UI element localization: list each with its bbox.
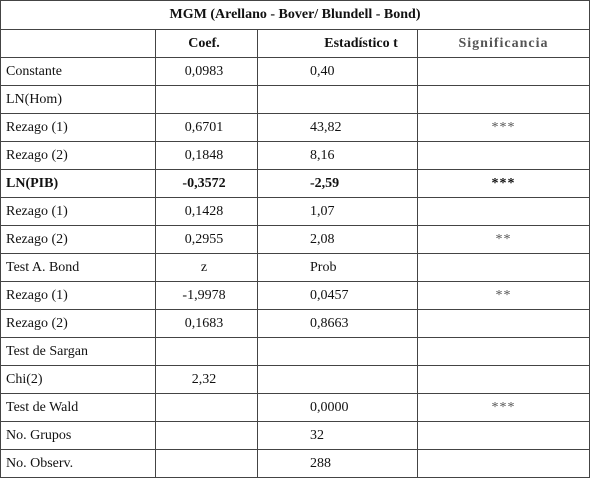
table-cell: 0,2955 xyxy=(155,225,258,254)
table-cell: z xyxy=(155,253,258,282)
table-cell xyxy=(155,393,258,422)
table-row: No. Observ. 288 xyxy=(0,449,590,478)
table-cell xyxy=(416,309,590,338)
table-cell: 0,0983 xyxy=(155,57,258,86)
table-cell: Estadístico t xyxy=(257,29,418,58)
table-cell: 0,40 xyxy=(257,57,418,86)
table-cell: 2,32 xyxy=(155,365,258,394)
table-row: Rezago (1) 0,1428 1,07 xyxy=(0,197,590,226)
table-cell xyxy=(416,253,590,282)
table-cell xyxy=(416,57,590,86)
table-cell: *** xyxy=(416,393,590,422)
table-cell: *** xyxy=(416,169,590,198)
table-row: Test de Wald 0,0000 *** xyxy=(0,393,590,422)
table-cell: 8,16 xyxy=(257,141,418,170)
table-row: LN(Hom) xyxy=(0,85,590,114)
table-cell xyxy=(155,421,258,450)
table-row: Rezago (2) 0,1848 8,16 xyxy=(0,141,590,170)
table-row: Rezago (2) 0,2955 2,08 ** xyxy=(0,225,590,254)
table-cell: 0,8663 xyxy=(257,309,418,338)
table-cell: -0,3572 xyxy=(155,169,258,198)
table-cell: Significancia xyxy=(416,29,590,58)
table-cell: Rezago (2) xyxy=(0,225,156,254)
table-cell: Test A. Bond xyxy=(0,253,156,282)
table-cell xyxy=(257,365,418,394)
table-cell: 0,6701 xyxy=(155,113,258,142)
table-cell xyxy=(257,337,418,366)
table-cell: LN(Hom) xyxy=(0,85,156,114)
table-cell: ** xyxy=(416,281,590,310)
table-cell: 1,07 xyxy=(257,197,418,226)
table-row: Chi(2) 2,32 xyxy=(0,365,590,394)
table-cell xyxy=(416,141,590,170)
table-cell xyxy=(416,85,590,114)
table-cell xyxy=(155,337,258,366)
table-cell: 0,1848 xyxy=(155,141,258,170)
table-row: No. Grupos 32 xyxy=(0,421,590,450)
table-cell: 43,82 xyxy=(257,113,418,142)
table-cell: *** xyxy=(416,113,590,142)
table-cell: -1,9978 xyxy=(155,281,258,310)
table-cell xyxy=(416,197,590,226)
table-row: Rezago (1) -1,9978 0,0457 ** xyxy=(0,281,590,310)
table-cell: 0,1683 xyxy=(155,309,258,338)
table-cell: Prob xyxy=(257,253,418,282)
table-cell: ** xyxy=(416,225,590,254)
table-cell: Rezago (2) xyxy=(0,141,156,170)
table-cell: Constante xyxy=(0,57,156,86)
table-cell: LN(PIB) xyxy=(0,169,156,198)
table-cell xyxy=(416,449,590,478)
table-cell xyxy=(416,365,590,394)
title-row: MGM (Arellano - Bover/ Blundell - Bond) xyxy=(0,0,590,30)
table-row: Test de Sargan xyxy=(0,337,590,366)
table-cell: No. Observ. xyxy=(0,449,156,478)
table-cell xyxy=(257,85,418,114)
table-cell: Rezago (1) xyxy=(0,281,156,310)
table-row: Constante 0,0983 0,40 xyxy=(0,57,590,86)
table-cell: -2,59 xyxy=(257,169,418,198)
table-cell xyxy=(416,421,590,450)
table-cell: 0,1428 xyxy=(155,197,258,226)
table-cell: 2,08 xyxy=(257,225,418,254)
table-row: LN(PIB) -0,3572 -2,59 *** xyxy=(0,169,590,198)
table-cell: 0,0000 xyxy=(257,393,418,422)
table-row: Coef. Estadístico t Significancia xyxy=(0,29,590,58)
table-cell: No. Grupos xyxy=(0,421,156,450)
table-cell xyxy=(416,337,590,366)
table-cell: 0,0457 xyxy=(257,281,418,310)
table-row: Rezago (1) 0,6701 43,82 *** xyxy=(0,113,590,142)
table-cell: Coef. xyxy=(155,29,258,58)
table-cell: 32 xyxy=(257,421,418,450)
table-cell xyxy=(0,29,156,58)
table-row: Test A. Bond z Prob xyxy=(0,253,590,282)
table-cell: 288 xyxy=(257,449,418,478)
table-row: Rezago (2) 0,1683 0,8663 xyxy=(0,309,590,338)
table-cell: Test de Sargan xyxy=(0,337,156,366)
table-cell: Rezago (1) xyxy=(0,197,156,226)
table-cell: Rezago (2) xyxy=(0,309,156,338)
table-cell xyxy=(155,85,258,114)
table-cell: Test de Wald xyxy=(0,393,156,422)
table-cell xyxy=(155,449,258,478)
table-cell: Rezago (1) xyxy=(0,113,156,142)
table-cell: Chi(2) xyxy=(0,365,156,394)
table-title: MGM (Arellano - Bover/ Blundell - Bond) xyxy=(0,0,590,30)
